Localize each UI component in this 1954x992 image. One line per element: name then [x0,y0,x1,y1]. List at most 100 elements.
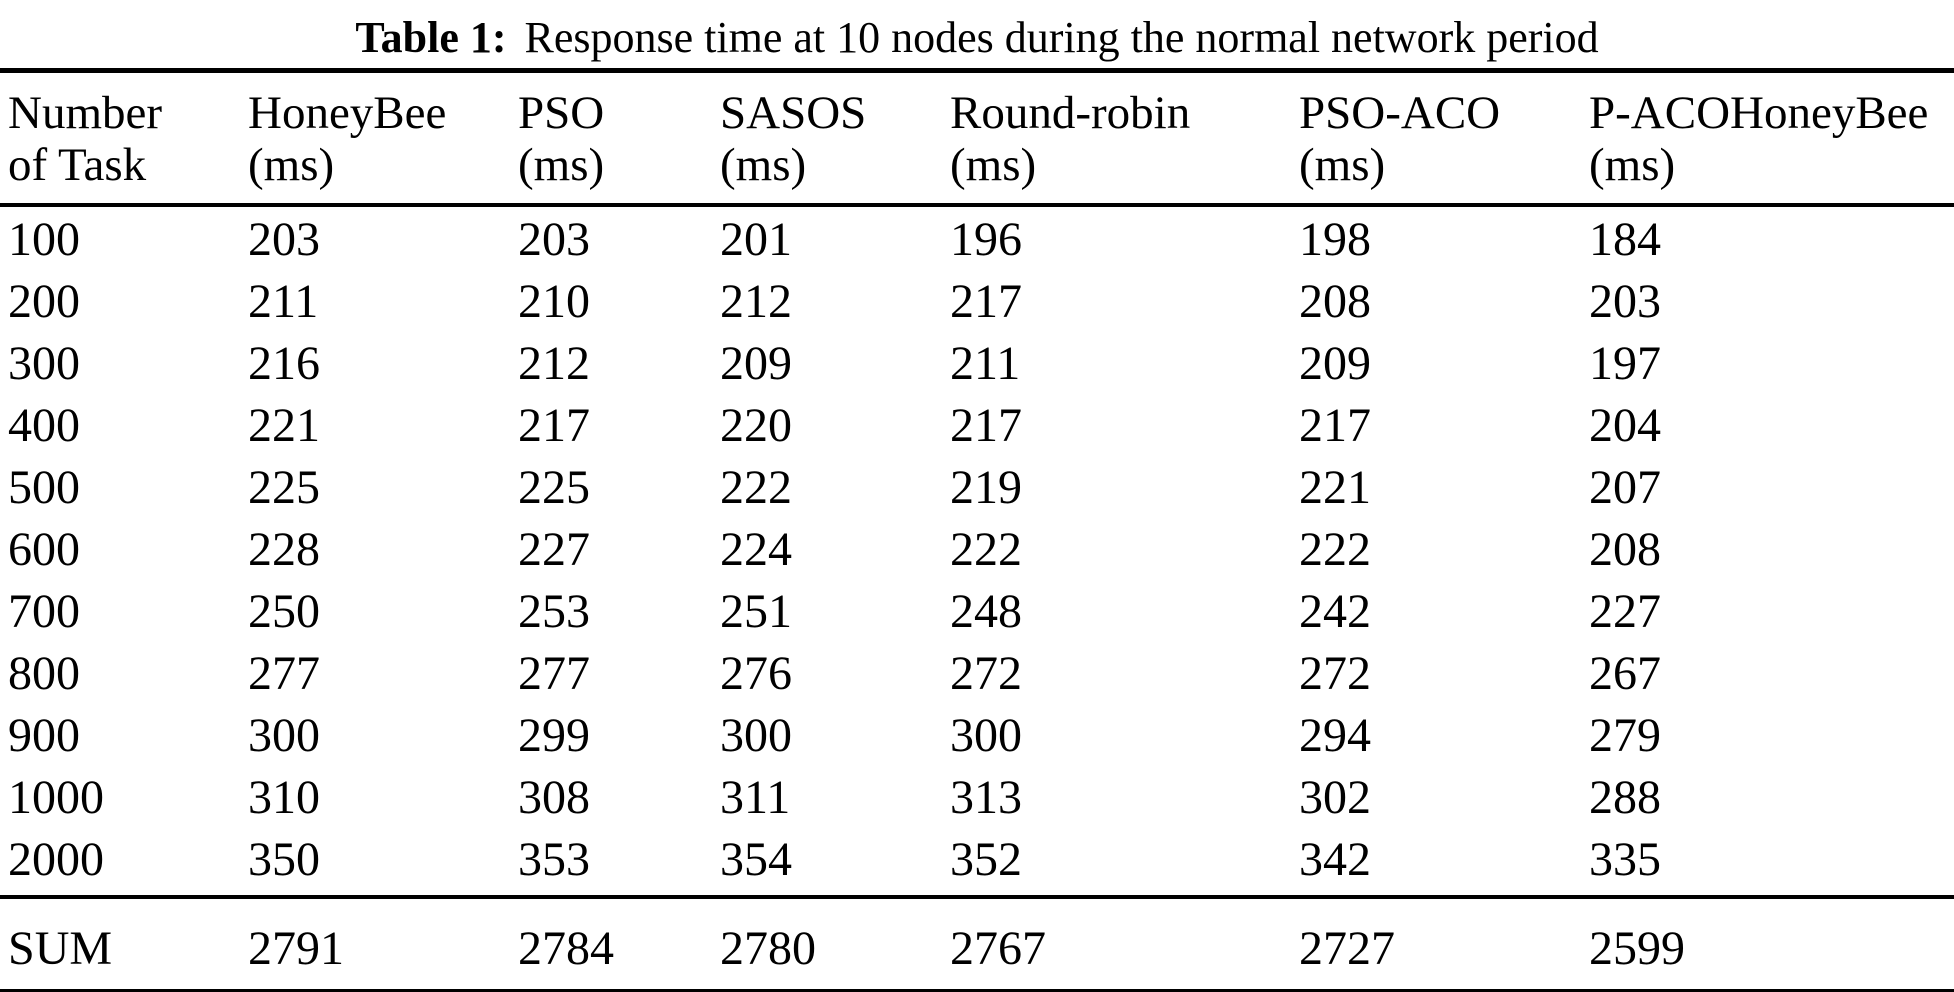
value-cell: 276 [720,647,792,700]
value-cell: 224 [720,523,792,576]
sum-row: SUM 2791 2784 2780 2767 2727 2599 [0,897,1954,992]
value-cell: 228 [248,523,320,576]
column-header-p-acohoneybee: P-ACOHoneyBee (ms) [1581,70,1954,207]
value-cell: 300 [950,709,1022,762]
task-count-cell: 700 [8,585,80,638]
task-count-cell: 600 [8,523,80,576]
column-header-name: HoneyBee [248,87,447,139]
response-time-table: Number of Task HoneyBee (ms) PSO (ms) SASOS (ms… [0,68,1954,992]
value-cell: 342 [1291,829,1581,899]
value-cell: 242 [1299,585,1371,638]
task-count-cell: 1000 [8,771,104,824]
value-cell: 353 [510,829,712,899]
table-row-400: 400 221 217 220 217 217 204 [0,395,1954,457]
column-header-honeybee: HoneyBee (ms) [240,70,510,207]
value-cell: 227 [518,523,590,576]
value-cell: 294 [1299,709,1371,762]
value-cell: 209 [720,337,792,390]
task-count-cell: 2000 [0,829,240,899]
value-cell: 277 [248,647,320,700]
value-cell: 272 [1299,647,1371,700]
value-cell: 217 [518,399,590,452]
value-cell: 267 [1589,647,1661,700]
task-count-cell: 200 [8,275,80,328]
column-header-name: SASOS [720,87,867,139]
value-cell: 250 [248,585,320,638]
table-row-800: 800 277 277 276 272 272 267 [0,643,1954,705]
task-count-cell: 800 [8,647,80,700]
value-cell: 201 [720,213,792,266]
value-cell: 196 [950,213,1022,266]
value-cell: 253 [518,585,590,638]
sum-value-cell: 2791 [240,897,510,992]
table-row-900: 900 300 299 300 300 294 279 [0,705,1954,767]
value-cell: 203 [1589,275,1661,328]
table-row-700: 700 250 253 251 248 242 227 [0,581,1954,643]
sum-value-cell: 2727 [1291,897,1581,992]
column-header-unit: (ms) [518,139,605,191]
value-cell: 227 [1589,585,1661,638]
sum-label-cell: SUM [0,897,240,992]
value-cell: 217 [950,275,1022,328]
value-cell: 197 [1589,337,1661,390]
sum-value-cell: 2784 [510,897,712,992]
value-cell: 198 [1299,213,1371,266]
column-header-unit: of Task [8,139,147,191]
value-cell: 251 [720,585,792,638]
value-cell: 272 [950,647,1022,700]
value-cell: 210 [518,275,590,328]
value-cell: 212 [720,275,792,328]
column-header-name: Number [8,87,163,139]
value-cell: 204 [1589,399,1661,452]
task-count-cell: 400 [8,399,80,452]
value-cell: 208 [1589,523,1661,576]
value-cell: 211 [950,337,1021,390]
value-cell: 209 [1299,337,1371,390]
value-cell: 248 [950,585,1022,638]
value-cell: 212 [518,337,590,390]
table-caption: Table 1: Response time at 10 nodes during… [0,0,1954,68]
value-cell: 311 [720,771,791,824]
value-cell: 222 [1299,523,1371,576]
value-cell: 221 [1299,461,1371,514]
column-header-name: PSO-ACO [1299,87,1501,139]
table-footer: SUM 2791 2784 2780 2767 2727 2599 [0,897,1954,992]
value-cell: 217 [1299,399,1371,452]
value-cell: 300 [248,709,320,762]
value-cell: 279 [1589,709,1661,762]
sum-value-cell: 2780 [712,897,942,992]
value-cell: 288 [1589,771,1661,824]
table-row-2000: 2000 350 353 354 352 342 335 [0,829,1954,899]
value-cell: 302 [1299,771,1371,824]
value-cell: 300 [720,709,792,762]
table-row-600: 600 228 227 224 222 222 208 [0,519,1954,581]
task-count-cell: 100 [8,213,80,266]
table-row-200: 200 211 210 212 217 208 203 [0,271,1954,333]
column-header-unit: (ms) [1299,139,1386,191]
task-count-cell: 900 [8,709,80,762]
table-row-1000: 1000 310 308 311 313 302 288 [0,767,1954,829]
sum-value-cell: 2767 [942,897,1291,992]
value-cell: 216 [248,337,320,390]
value-cell: 211 [248,275,319,328]
table-caption-text: Response time at 10 nodes during the nor… [524,13,1599,62]
value-cell: 354 [712,829,942,899]
value-cell: 184 [1589,213,1661,266]
task-count-cell: 300 [8,337,80,390]
table-row-300: 300 216 212 209 211 209 197 [0,333,1954,395]
value-cell: 208 [1299,275,1371,328]
value-cell: 308 [518,771,590,824]
value-cell: 222 [950,523,1022,576]
value-cell: 207 [1589,461,1661,514]
value-cell: 225 [518,461,590,514]
column-header-unit: (ms) [950,139,1037,191]
table-row-100: 100 203 203 201 196 198 184 [0,205,1954,271]
value-cell: 352 [942,829,1291,899]
value-cell: 203 [518,213,590,266]
value-cell: 277 [518,647,590,700]
column-header-number: Number of Task [0,70,240,207]
value-cell: 221 [248,399,320,452]
column-header-sasos: SASOS (ms) [712,70,942,207]
column-header-name: Round-robin [950,87,1191,139]
